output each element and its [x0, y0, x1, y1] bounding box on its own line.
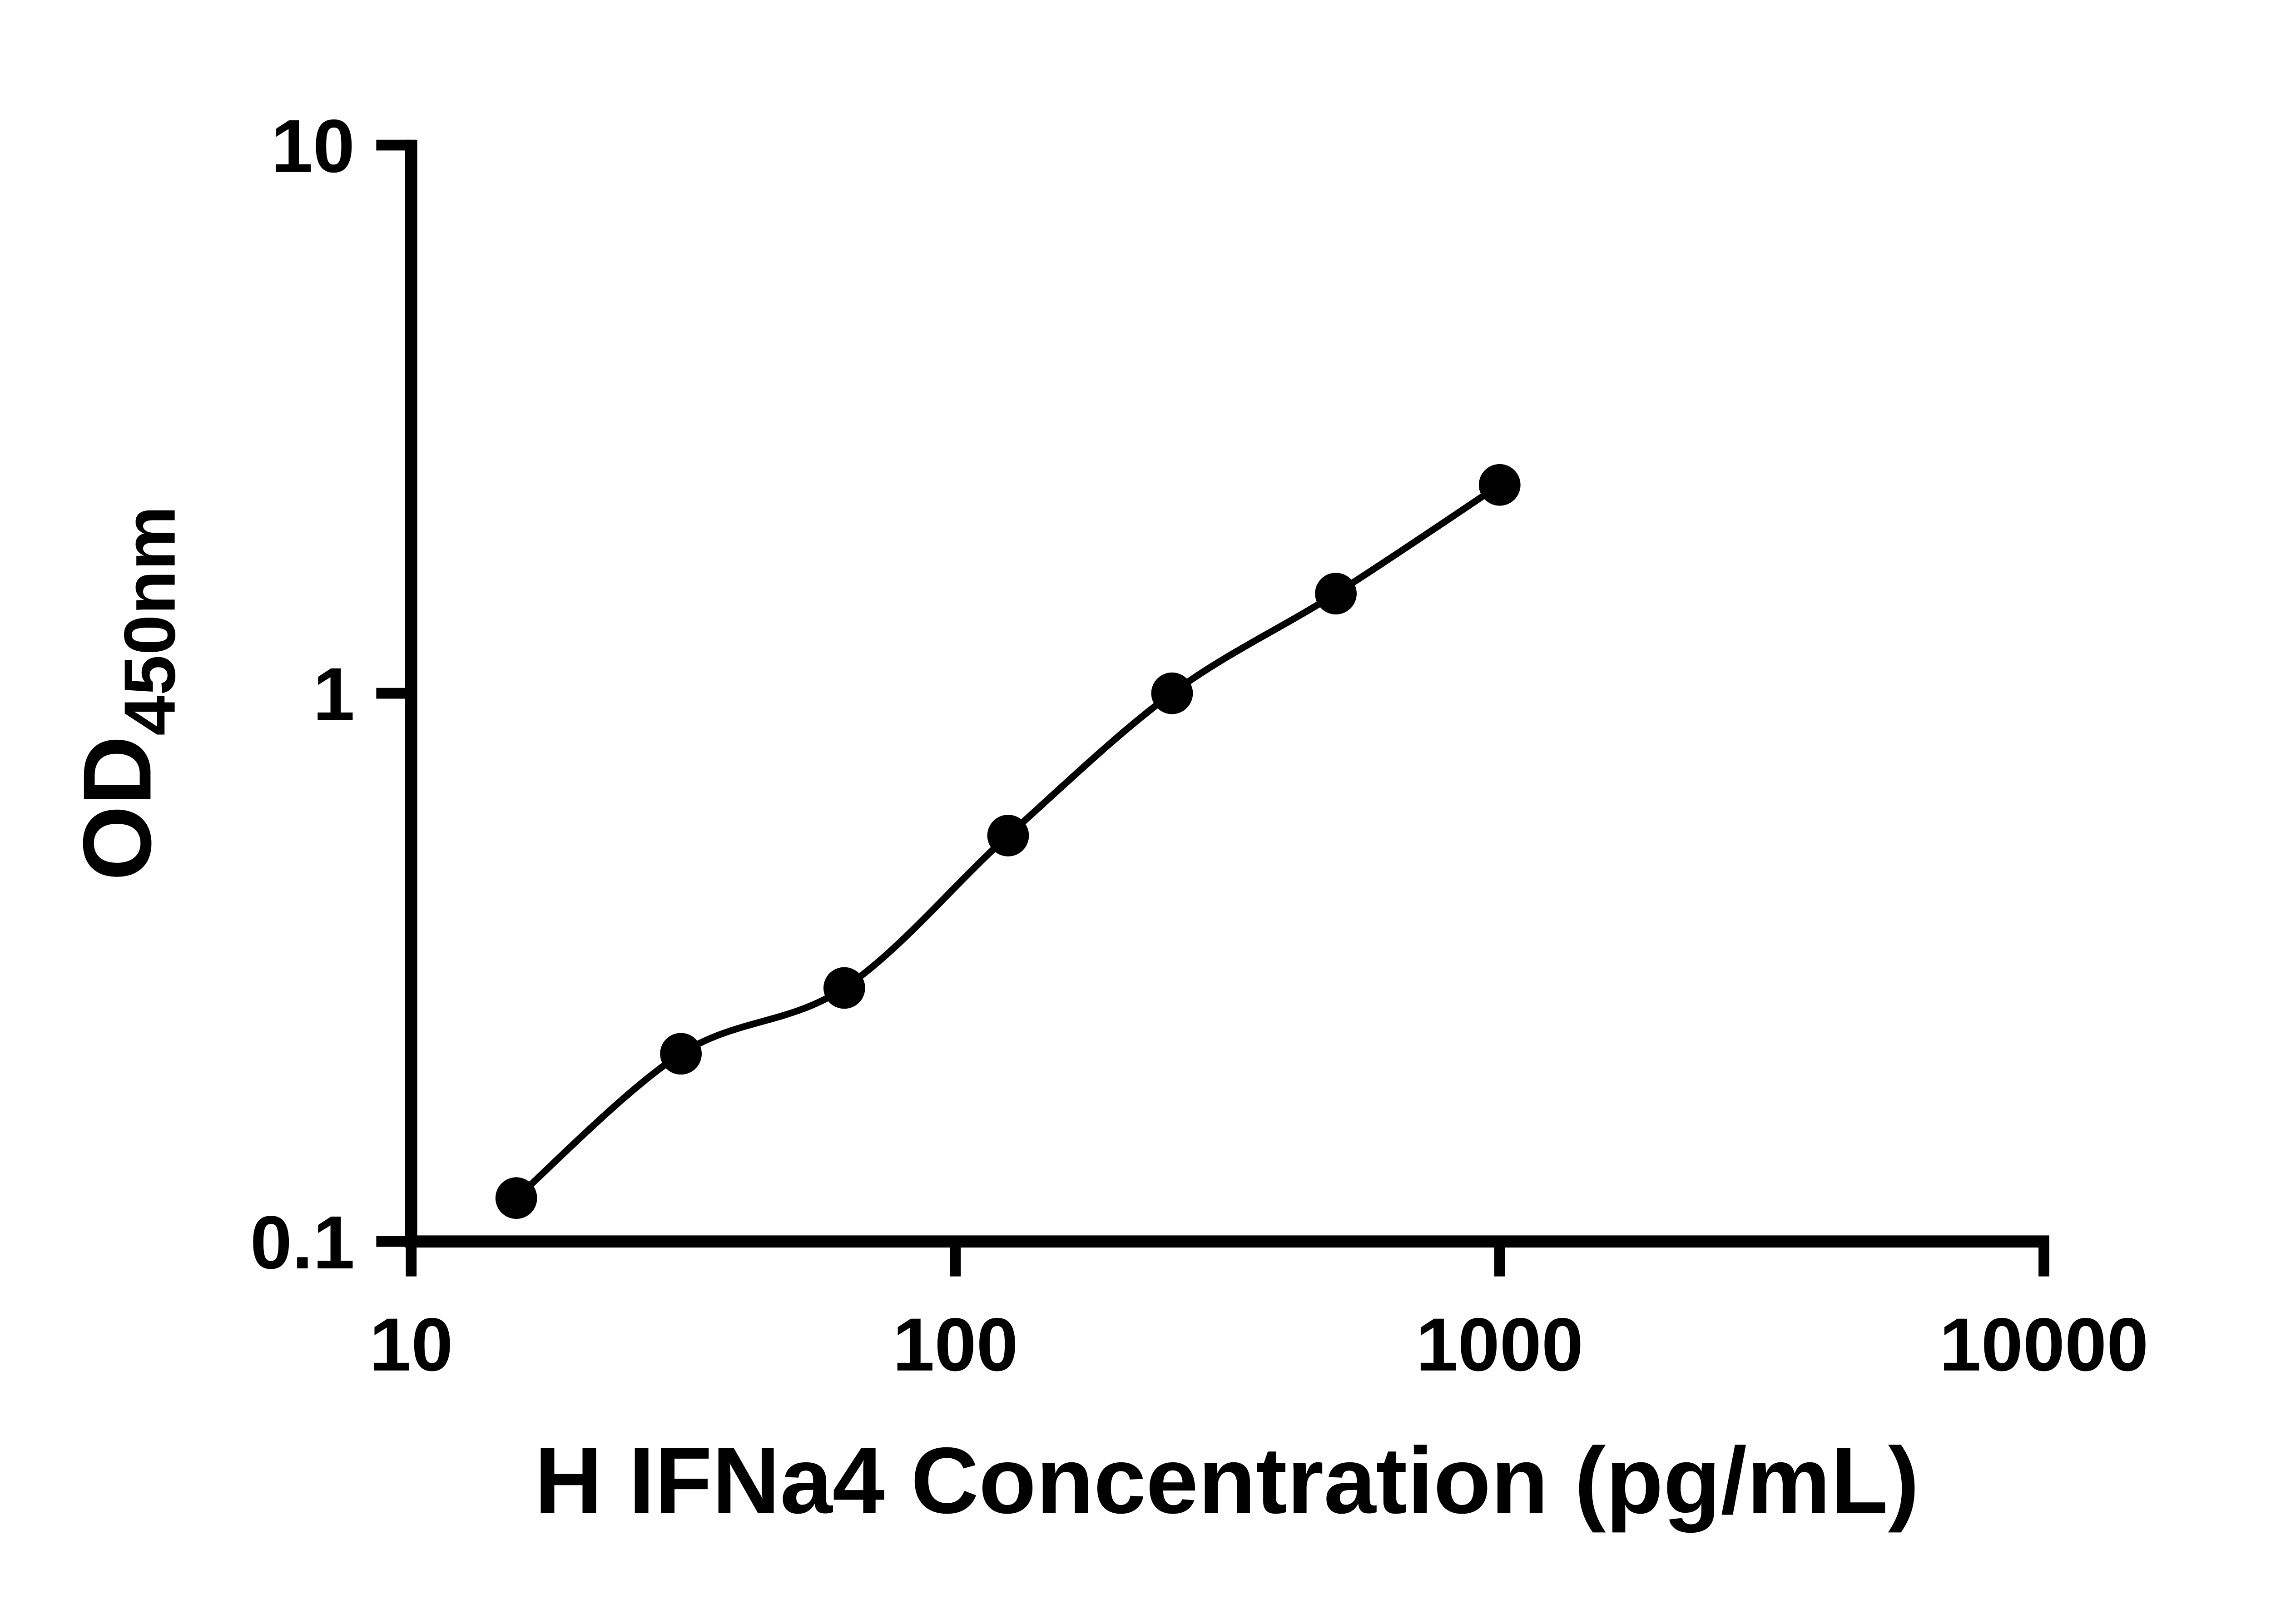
data-point [823, 967, 865, 1009]
x-tick-label: 100 [893, 1303, 1018, 1387]
y-tick-label: 1 [313, 653, 355, 737]
data-point [495, 1177, 537, 1219]
x-tick-label: 10000 [1939, 1303, 2149, 1387]
y-axis-title-subscript: 450nm [109, 506, 190, 736]
data-point [660, 1033, 702, 1075]
data-point [1151, 672, 1193, 714]
data-point [987, 815, 1029, 857]
x-axis-title: H IFNa4 Concentration (pg/mL) [535, 1428, 1919, 1533]
data-point [1315, 573, 1357, 614]
y-axis-title-main: OD [63, 736, 171, 881]
y-axis-title: OD450nm [63, 506, 190, 881]
y-tick-label: 0.1 [250, 1201, 355, 1285]
x-tick-label: 1000 [1416, 1303, 1583, 1387]
y-tick-label: 10 [271, 104, 355, 188]
x-tick-label: 10 [369, 1303, 453, 1387]
data-point [1478, 464, 1521, 506]
